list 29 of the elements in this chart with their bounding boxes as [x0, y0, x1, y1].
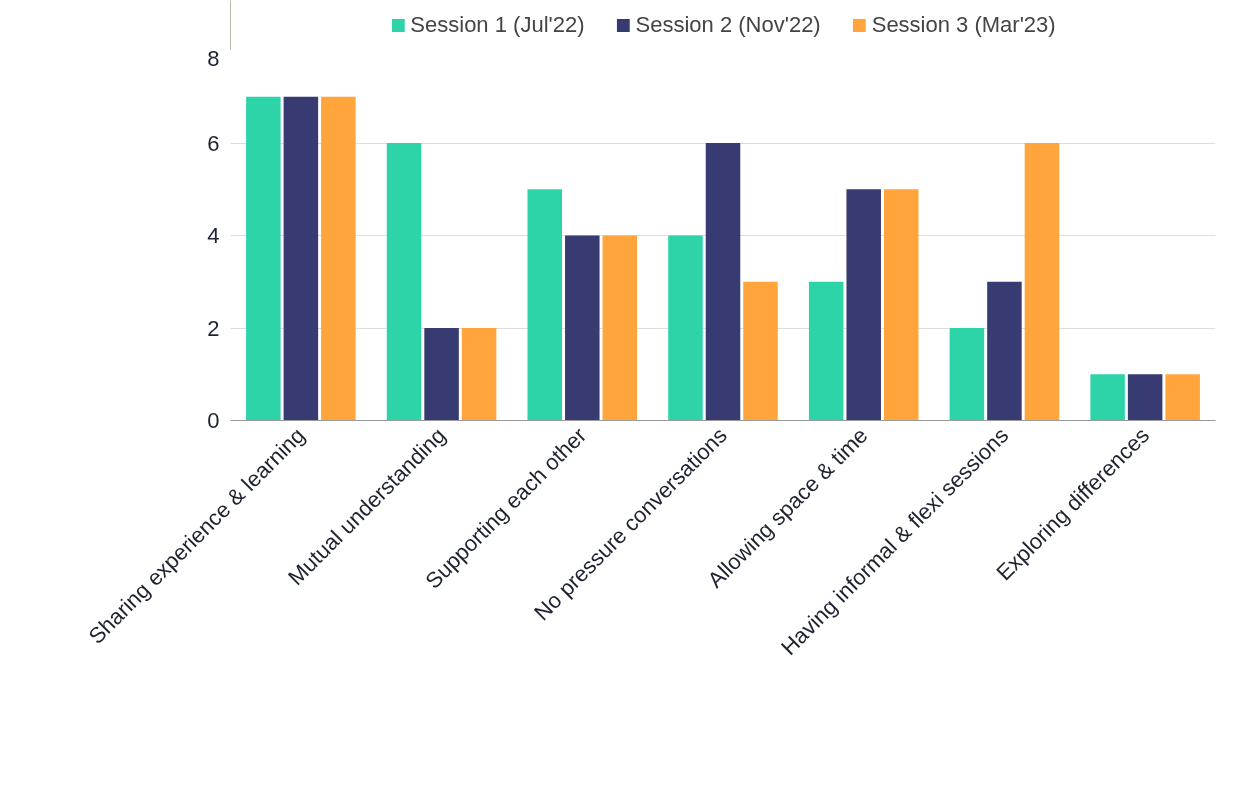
bar [386, 143, 422, 421]
legend-label: Session 1 (Jul'22) [410, 12, 585, 38]
bar [668, 235, 703, 421]
y-tick-label: 4 [207, 223, 220, 248]
bar [283, 96, 319, 421]
bar [1090, 374, 1125, 421]
bar [1024, 143, 1060, 421]
bar [743, 281, 778, 421]
bar [321, 96, 356, 421]
bar [846, 189, 881, 421]
bar [808, 281, 844, 421]
bar [565, 235, 600, 421]
bar [883, 189, 919, 421]
y-tick-label: 6 [207, 130, 220, 156]
bar [527, 189, 563, 421]
y-tick-label: 8 [207, 45, 220, 71]
y-tick-label: 2 [207, 315, 220, 341]
legend-label: Session 2 (Nov'22) [635, 12, 821, 38]
bar [1165, 374, 1200, 421]
bar [246, 96, 281, 421]
bar [949, 328, 985, 421]
bar [424, 328, 459, 421]
bar [705, 143, 741, 421]
bar [1127, 374, 1163, 421]
legend-label: Session 3 (Mar'23) [871, 12, 1056, 38]
bar [602, 235, 638, 421]
bar [987, 281, 1022, 421]
y-tick-label: 0 [207, 408, 220, 433]
bar [461, 328, 497, 421]
